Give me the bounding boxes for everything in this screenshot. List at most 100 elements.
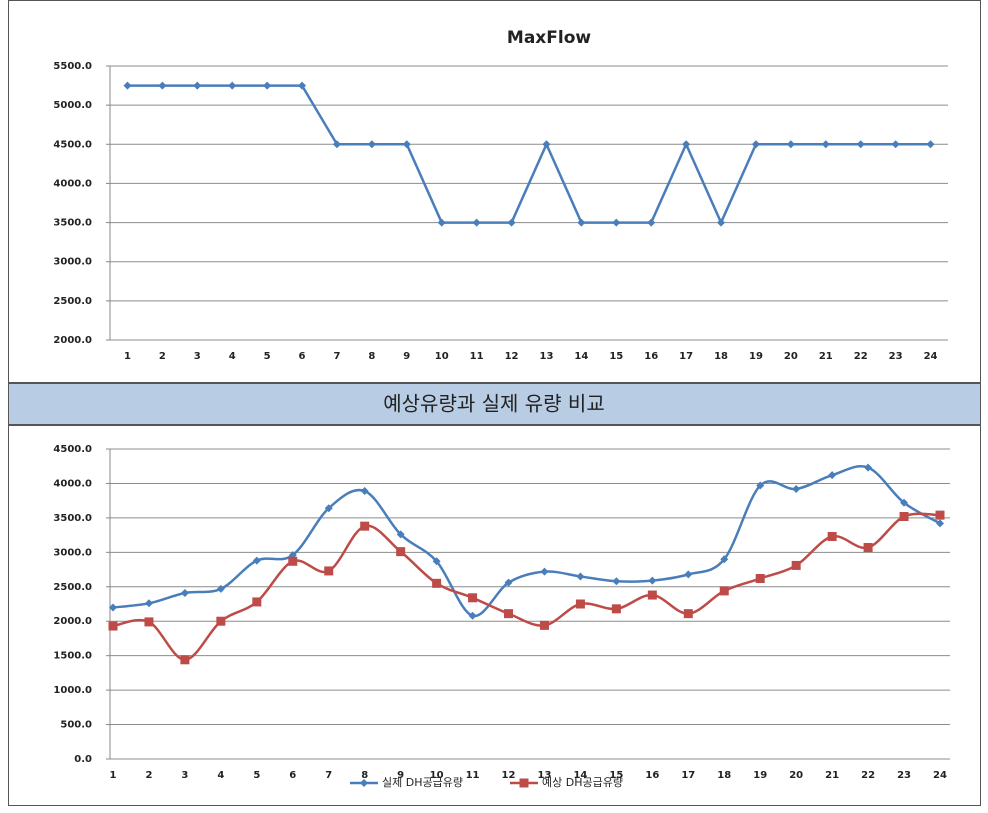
banner xyxy=(8,383,981,425)
legend-label: 예상 DH공급유량 xyxy=(542,776,623,789)
marker xyxy=(216,616,226,626)
y-tick-label: 4500.0 xyxy=(53,139,92,150)
marker xyxy=(863,543,873,553)
marker xyxy=(332,140,341,149)
x-tick-label: 19 xyxy=(749,351,763,362)
marker xyxy=(360,487,369,496)
marker xyxy=(791,560,801,570)
marker xyxy=(144,617,154,627)
x-tick-label: 4 xyxy=(229,351,236,362)
y-tick-label: 2500.0 xyxy=(53,582,92,593)
x-tick-label: 1 xyxy=(124,351,131,362)
x-tick-label: 7 xyxy=(325,770,332,781)
marker xyxy=(507,218,516,227)
marker xyxy=(720,555,729,564)
marker xyxy=(792,484,801,493)
marker xyxy=(935,510,945,520)
marker xyxy=(432,578,442,588)
marker xyxy=(324,504,333,513)
x-tick-label: 16 xyxy=(645,770,659,781)
marker xyxy=(936,519,944,528)
x-tick-label: 3 xyxy=(194,351,201,362)
x-tick-label: 7 xyxy=(333,351,340,362)
y-tick-label: 2500.0 xyxy=(53,296,92,307)
marker xyxy=(144,599,153,608)
marker xyxy=(158,81,167,90)
x-tick-label: 1 xyxy=(110,770,117,781)
x-tick-label: 17 xyxy=(679,351,693,362)
x-tick-label: 9 xyxy=(397,770,404,781)
marker xyxy=(402,140,411,149)
x-tick-label: 17 xyxy=(681,770,695,781)
y-tick-label: 4000.0 xyxy=(53,478,92,489)
x-tick-label: 12 xyxy=(502,770,516,781)
x-tick-label: 23 xyxy=(897,770,911,781)
x-tick-label: 4 xyxy=(217,770,224,781)
y-tick-label: 3500.0 xyxy=(53,218,92,229)
x-tick-label: 24 xyxy=(924,351,938,362)
x-tick-label: 21 xyxy=(825,770,839,781)
x-tick-label: 6 xyxy=(289,770,296,781)
marker xyxy=(108,621,118,631)
marker xyxy=(367,140,376,149)
y-tick-label: 4500.0 xyxy=(53,444,92,455)
marker xyxy=(432,557,441,566)
marker xyxy=(683,609,693,619)
legend-label: 실제 DH공급유량 xyxy=(382,776,463,789)
y-tick-label: 5500.0 xyxy=(53,61,92,72)
marker xyxy=(899,512,909,522)
y-tick-label: 2000.0 xyxy=(53,616,92,627)
x-tick-label: 16 xyxy=(644,351,658,362)
x-tick-label: 18 xyxy=(717,770,731,781)
y-tick-label: 3000.0 xyxy=(53,257,92,268)
x-tick-label: 12 xyxy=(505,351,519,362)
marker xyxy=(228,81,237,90)
marker xyxy=(252,556,261,565)
marker xyxy=(472,218,481,227)
x-tick-label: 22 xyxy=(861,770,875,781)
x-tick-label: 10 xyxy=(430,770,444,781)
x-tick-label: 14 xyxy=(574,351,588,362)
marker xyxy=(684,570,693,579)
chart-frame xyxy=(8,0,981,383)
marker xyxy=(468,593,478,603)
marker xyxy=(827,531,837,541)
y-tick-label: 4000.0 xyxy=(53,178,92,189)
x-tick-label: 8 xyxy=(361,770,368,781)
legend-marker xyxy=(519,778,529,788)
marker xyxy=(180,588,189,597)
marker xyxy=(504,609,514,619)
x-tick-label: 20 xyxy=(789,770,803,781)
marker xyxy=(193,81,202,90)
marker xyxy=(216,584,225,593)
marker xyxy=(926,140,935,149)
y-tick-label: 0.0 xyxy=(74,754,92,765)
marker xyxy=(324,566,334,576)
series-line xyxy=(127,84,931,226)
x-tick-label: 22 xyxy=(854,351,868,362)
banner-text: 예상유량과 실제 유량 비교 xyxy=(383,392,604,416)
y-tick-label: 1500.0 xyxy=(53,651,92,662)
x-tick-label: 19 xyxy=(753,770,767,781)
marker xyxy=(900,498,909,507)
y-tick-label: 2000.0 xyxy=(53,335,92,346)
marker xyxy=(828,471,837,480)
marker xyxy=(263,81,272,90)
x-tick-label: 23 xyxy=(889,351,903,362)
y-tick-label: 500.0 xyxy=(60,720,92,731)
marker xyxy=(756,481,765,490)
marker xyxy=(288,556,298,566)
marker xyxy=(396,547,406,557)
y-tick-label: 3000.0 xyxy=(53,547,92,558)
marker xyxy=(542,140,551,149)
x-tick-label: 5 xyxy=(253,770,260,781)
x-tick-label: 6 xyxy=(299,351,306,362)
marker xyxy=(360,521,370,531)
marker xyxy=(396,530,405,539)
marker xyxy=(717,218,726,227)
marker xyxy=(575,599,585,609)
x-tick-label: 3 xyxy=(181,770,188,781)
x-tick-label: 2 xyxy=(159,351,166,362)
